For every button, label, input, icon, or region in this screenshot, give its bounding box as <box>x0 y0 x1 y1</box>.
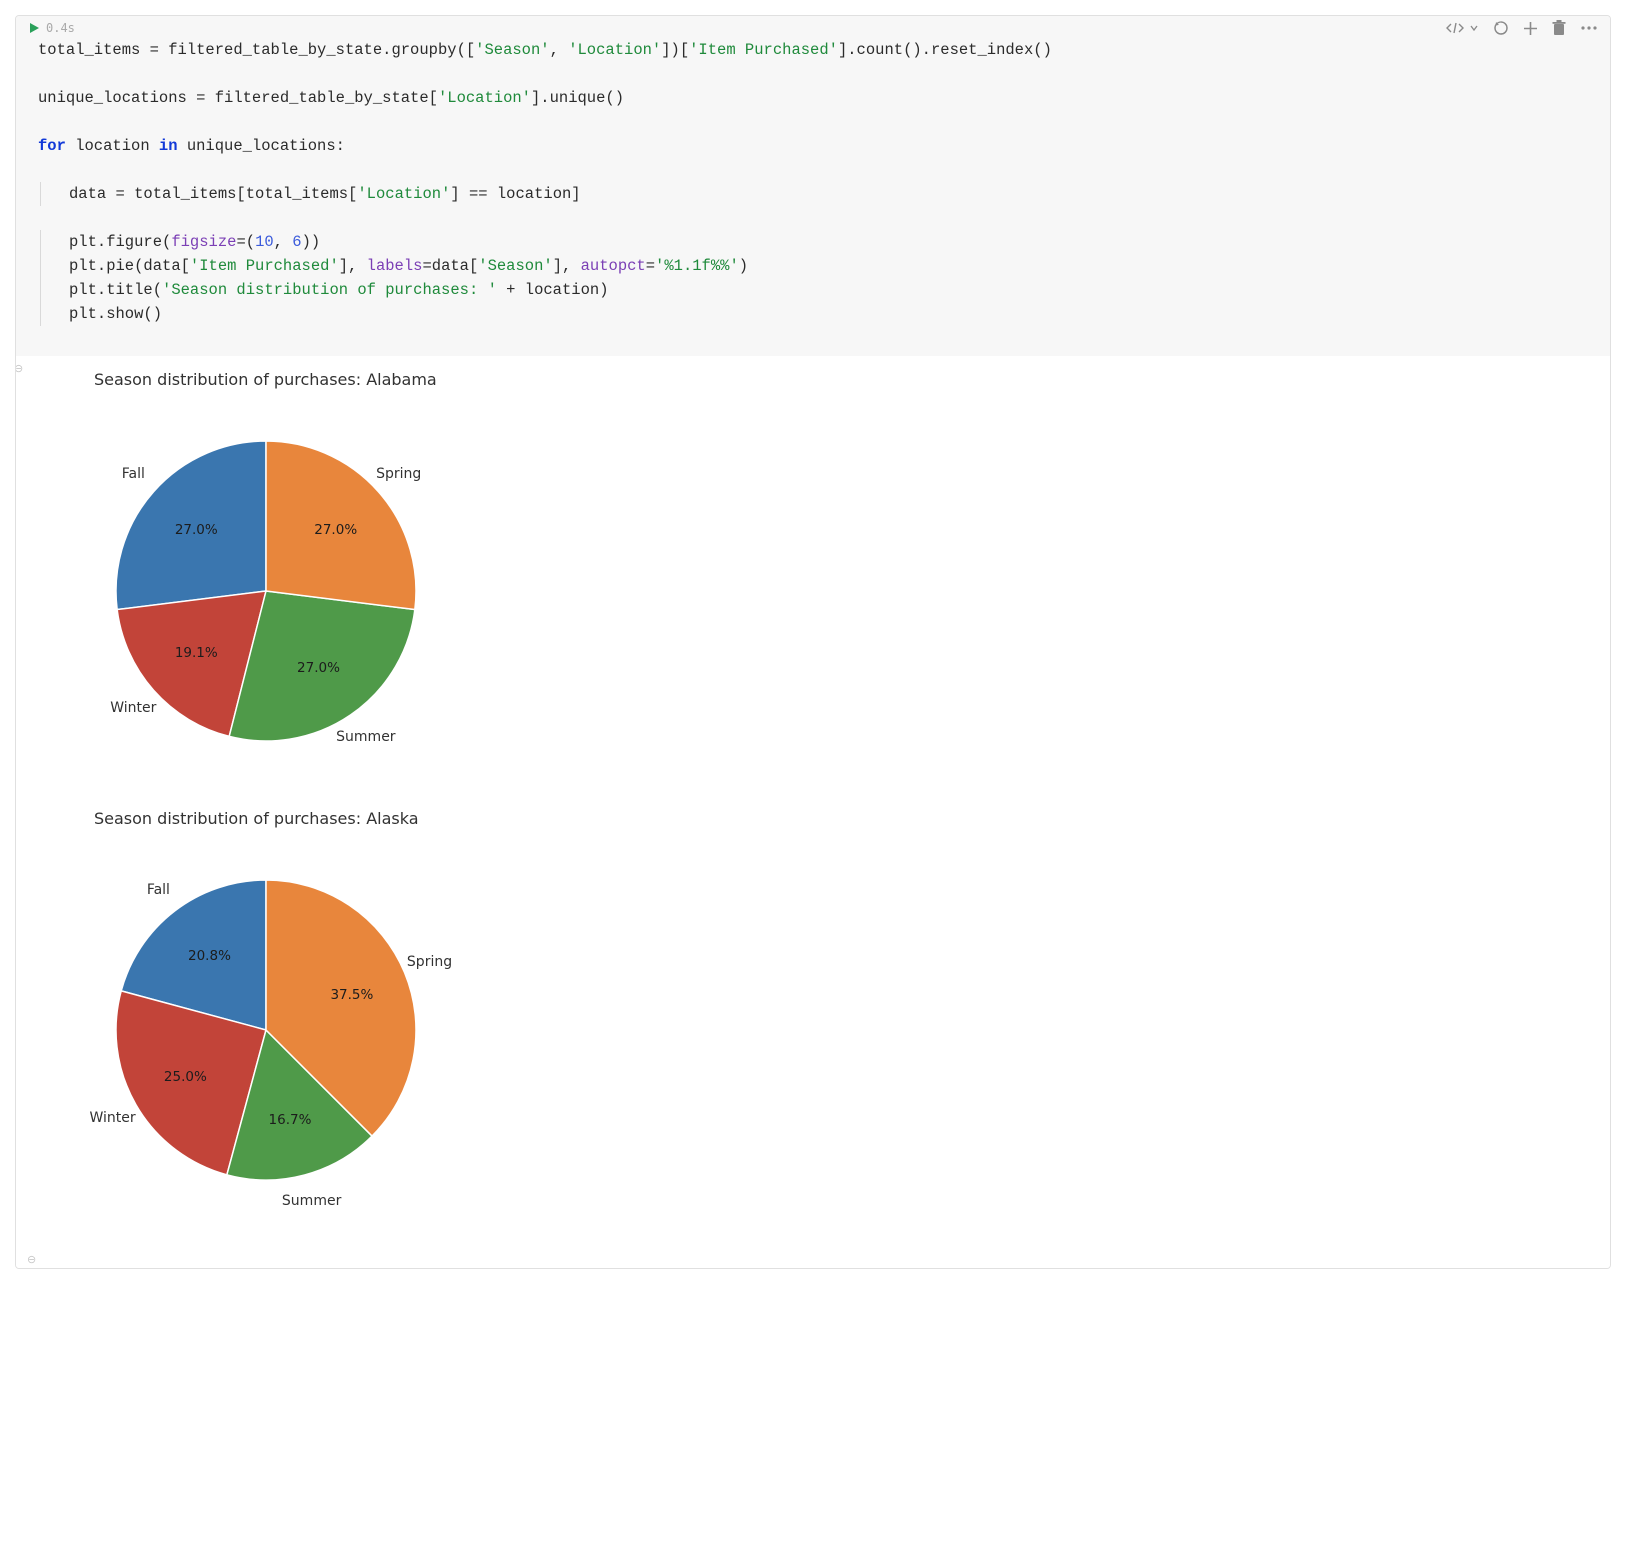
code-editor[interactable]: total_items = filtered_table_by_state.gr… <box>16 36 1610 356</box>
pie-pct-label: 16.7% <box>269 1112 312 1128</box>
pie-pct-label: 27.0% <box>314 522 357 538</box>
pie-pct-label: 25.0% <box>164 1069 207 1085</box>
more-icon[interactable] <box>1580 25 1598 31</box>
pie-pct-label: 20.8% <box>188 948 231 964</box>
rerun-icon[interactable] <box>1493 20 1509 36</box>
delete-icon[interactable] <box>1552 20 1566 36</box>
add-icon[interactable] <box>1523 21 1538 36</box>
pie-slice-label: Summer <box>336 729 395 745</box>
cell-toolbar <box>1445 20 1598 36</box>
fold-bottom-icon[interactable]: ⊖ <box>27 1254 36 1266</box>
pie-slice-label: Winter <box>110 700 156 716</box>
pie-slice-label: Spring <box>376 466 421 482</box>
execution-time: 0.4s <box>46 21 75 35</box>
pie-slice-label: Winter <box>89 1110 135 1126</box>
fold-icon[interactable]: ⊖ <box>15 362 23 375</box>
pie-slice-label: Spring <box>407 954 452 970</box>
pie-canvas: 20.8% Fall 25.0% Winter 16.7% Summer 37.5% Spri… <box>56 840 536 1220</box>
pie-slice-label: Fall <box>122 466 145 482</box>
chart-title: Season distribution of purchases: Alaska <box>94 809 1600 828</box>
notebook-cell: 0.4s <box>15 15 1611 1269</box>
pie-canvas: 27.0% Fall 19.1% Winter 27.0% Summer 27.0% Spri… <box>56 401 536 781</box>
pie-pct-label: 19.1% <box>175 645 218 661</box>
pie-pct-label: 37.5% <box>330 987 373 1003</box>
run-icon[interactable] <box>28 22 40 34</box>
chart-title: Season distribution of purchases: Alabam… <box>94 370 1600 389</box>
pie-chart: Season distribution of purchases: Alabam… <box>56 370 1600 781</box>
pie-slice-label: Fall <box>147 882 170 898</box>
pie-slice-label: Summer <box>282 1193 341 1209</box>
cell-header: 0.4s <box>16 16 1610 36</box>
chevron-down-icon[interactable] <box>1469 23 1479 33</box>
code-toggle-icon[interactable] <box>1445 21 1465 35</box>
pie-pct-label: 27.0% <box>297 660 340 676</box>
cell-output: ⊖ Season distribution of purchases: Alab… <box>16 356 1610 1268</box>
pie-pct-label: 27.0% <box>175 522 218 538</box>
pie-chart: Season distribution of purchases: Alaska… <box>56 809 1600 1220</box>
